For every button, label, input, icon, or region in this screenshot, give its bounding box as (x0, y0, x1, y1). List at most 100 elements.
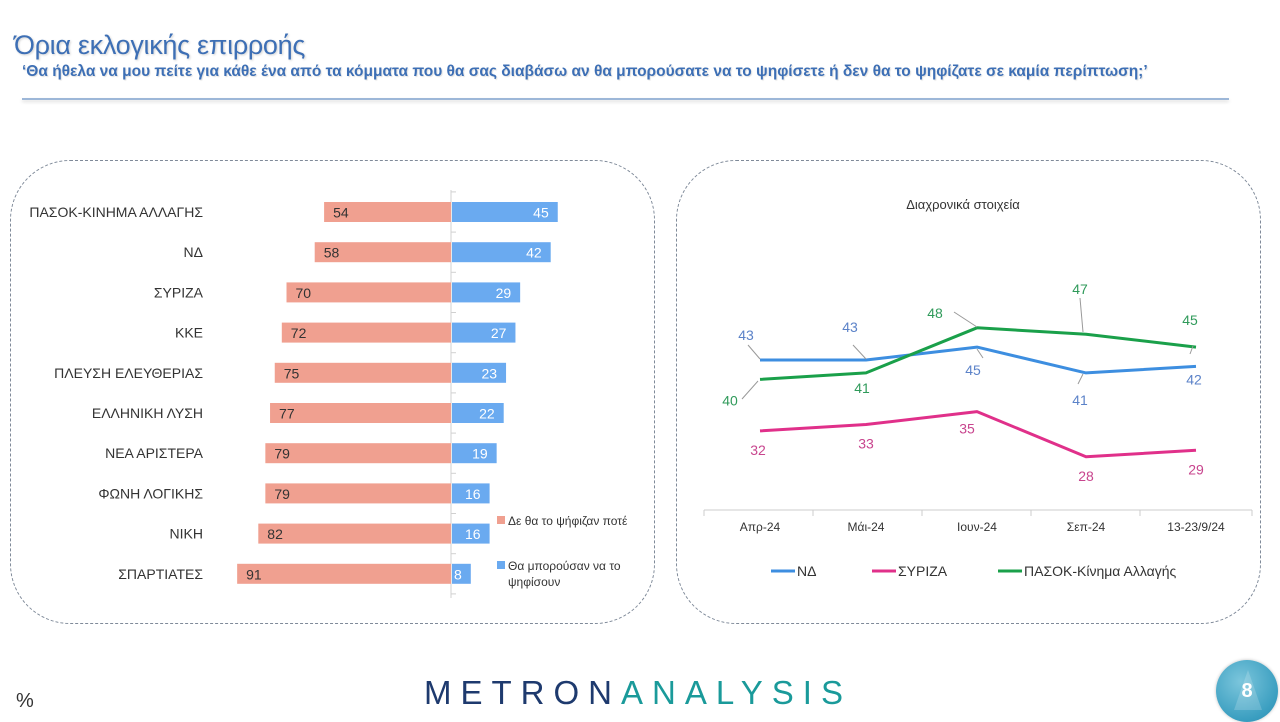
bar-chart-panel (10, 160, 655, 624)
question-subtitle: ‘Θα ήθελα να μου πείτε για κάθε ένα από … (22, 63, 1148, 80)
label-leader-line (1189, 345, 1194, 355)
label-leader-line (852, 344, 867, 360)
line-chart-title: Διαχρονικά στοιχεία (906, 197, 1020, 212)
page-title: Όρια εκλογικής επιρροής (14, 30, 306, 60)
bar-never (286, 282, 451, 303)
line-series-nd (760, 345, 1197, 375)
header-divider (22, 98, 1229, 100)
bar-category-label: ΕΛΛΗΝΙΚΗ ΛΥΣΗ (92, 405, 203, 421)
line-data-label-syriza: 32 (750, 442, 766, 458)
bar-category-label: ΝΕΑ ΑΡΙΣΤΕΡΑ (105, 445, 204, 461)
legend-label-could-line1: Θα μπορούσαν να το (508, 559, 621, 573)
bar-never (265, 443, 451, 464)
legend-swatch-could (497, 561, 505, 569)
bar-never-value: 54 (333, 205, 349, 221)
line-x-label: 13-23/9/24 (1167, 520, 1225, 534)
unit-label: % (16, 690, 34, 712)
bar-never-value: 70 (296, 285, 312, 301)
line-x-label: Απρ-24 (740, 520, 781, 534)
bar-could-value: 16 (465, 526, 481, 542)
bar-could-value: 8 (454, 566, 462, 582)
bar-could-value: 16 (465, 486, 481, 502)
bar-category-label: ΝΙΚΗ (170, 526, 203, 542)
line-x-label: Ιουν-24 (957, 520, 997, 534)
bar-could (452, 563, 471, 584)
bar-could-value: 29 (496, 285, 512, 301)
legend-label-never: Δε θα το ψήφιζαν ποτέ (508, 514, 628, 528)
bar-could (452, 443, 497, 464)
line-data-label-syriza: 35 (959, 421, 975, 437)
line-chart-panel (676, 160, 1261, 624)
bar-never (274, 362, 451, 383)
line-data-label-syriza: 33 (858, 436, 874, 452)
bar-could (452, 362, 507, 383)
bar-never (281, 322, 451, 343)
label-leader-line (953, 311, 978, 328)
label-leader-line (1079, 297, 1084, 333)
line-series-syriza (759, 410, 1197, 459)
bar-never (265, 483, 451, 504)
bar-never (237, 563, 451, 584)
bar-could (452, 322, 516, 343)
bar-could (452, 403, 504, 423)
logo-part-metron: METRON (424, 674, 621, 711)
line-x-label: Μάι-24 (848, 520, 885, 534)
bar-category-label: ΠΑΣΟΚ-ΚΙΝΗΜΑ ΑΛΛΑΓΗΣ (29, 204, 203, 220)
bar-never-value: 75 (284, 365, 300, 381)
line-data-label-nd: 43 (738, 327, 754, 343)
bar-never-value: 58 (324, 245, 340, 261)
bar-never-value: 79 (274, 486, 290, 502)
bar-could-value: 23 (481, 365, 497, 381)
bar-never (270, 403, 451, 423)
bar-never (324, 202, 451, 222)
line-data-label-nd: 43 (842, 319, 858, 335)
line-data-label-pasok: 47 (1072, 281, 1088, 297)
bar-never (314, 242, 451, 263)
bar-never-value: 79 (274, 446, 290, 462)
label-leader-line (976, 348, 984, 359)
label-leader-line (741, 380, 759, 400)
label-leader-line (1077, 373, 1084, 385)
line-data-label-pasok: 45 (1182, 312, 1198, 328)
bar-could-value: 42 (526, 245, 542, 261)
bar-could-value: 19 (472, 446, 488, 462)
line-x-label: Σεπ-24 (1067, 520, 1106, 534)
bar-could (452, 202, 558, 222)
metron-analysis-logo: METRONANALYSIS (424, 674, 852, 712)
bar-could-value: 27 (491, 325, 507, 341)
legend-swatch-never (497, 516, 505, 524)
bar-category-label: ΣΠΑΡΤΙΑΤΕΣ (118, 566, 203, 582)
line-data-label-nd: 45 (965, 362, 981, 378)
bar-could-value: 45 (533, 205, 549, 221)
page-number-badge: 8 (1216, 660, 1278, 722)
legend-label-could-line2: ψηφίσουν (508, 575, 560, 589)
bar-could (452, 242, 551, 263)
logo-part-analysis: ANALYSIS (621, 674, 852, 711)
bar-could (452, 282, 521, 303)
line-data-label-pasok: 41 (854, 380, 870, 396)
line-data-label-pasok: 48 (927, 305, 943, 321)
bar-could-value: 22 (479, 406, 495, 422)
label-leader-line (747, 344, 761, 360)
bar-never-value: 82 (267, 526, 283, 542)
bar-category-label: ΠΛΕΥΣΗ ΕΛΕΥΘΕΡΙΑΣ (54, 365, 203, 381)
triangle-icon (1234, 670, 1262, 710)
line-data-label-nd: 42 (1186, 371, 1202, 387)
bar-never-value: 77 (279, 406, 295, 422)
line-data-label-syriza: 29 (1188, 461, 1204, 477)
line-data-label-syriza: 28 (1078, 468, 1094, 484)
bar-never-value: 91 (246, 566, 262, 582)
line-data-label-pasok: 40 (722, 392, 738, 408)
legend-label-syriza: ΣΥΡΙΖΑ (898, 563, 948, 579)
bar-category-label: ΝΔ (184, 244, 203, 260)
bar-could (452, 483, 490, 504)
line-data-label-nd: 41 (1072, 392, 1088, 408)
bar-never-value: 72 (291, 325, 307, 341)
bar-category-label: ΣΥΡΙΖΑ (154, 284, 204, 300)
legend-label-nd: ΝΔ (797, 563, 816, 579)
bar-category-label: ΚΚΕ (175, 325, 203, 341)
bar-category-label: ΦΩΝΗ ΛΟΓΙΚΗΣ (98, 485, 203, 501)
bar-never (258, 523, 451, 544)
bar-could (452, 523, 490, 544)
